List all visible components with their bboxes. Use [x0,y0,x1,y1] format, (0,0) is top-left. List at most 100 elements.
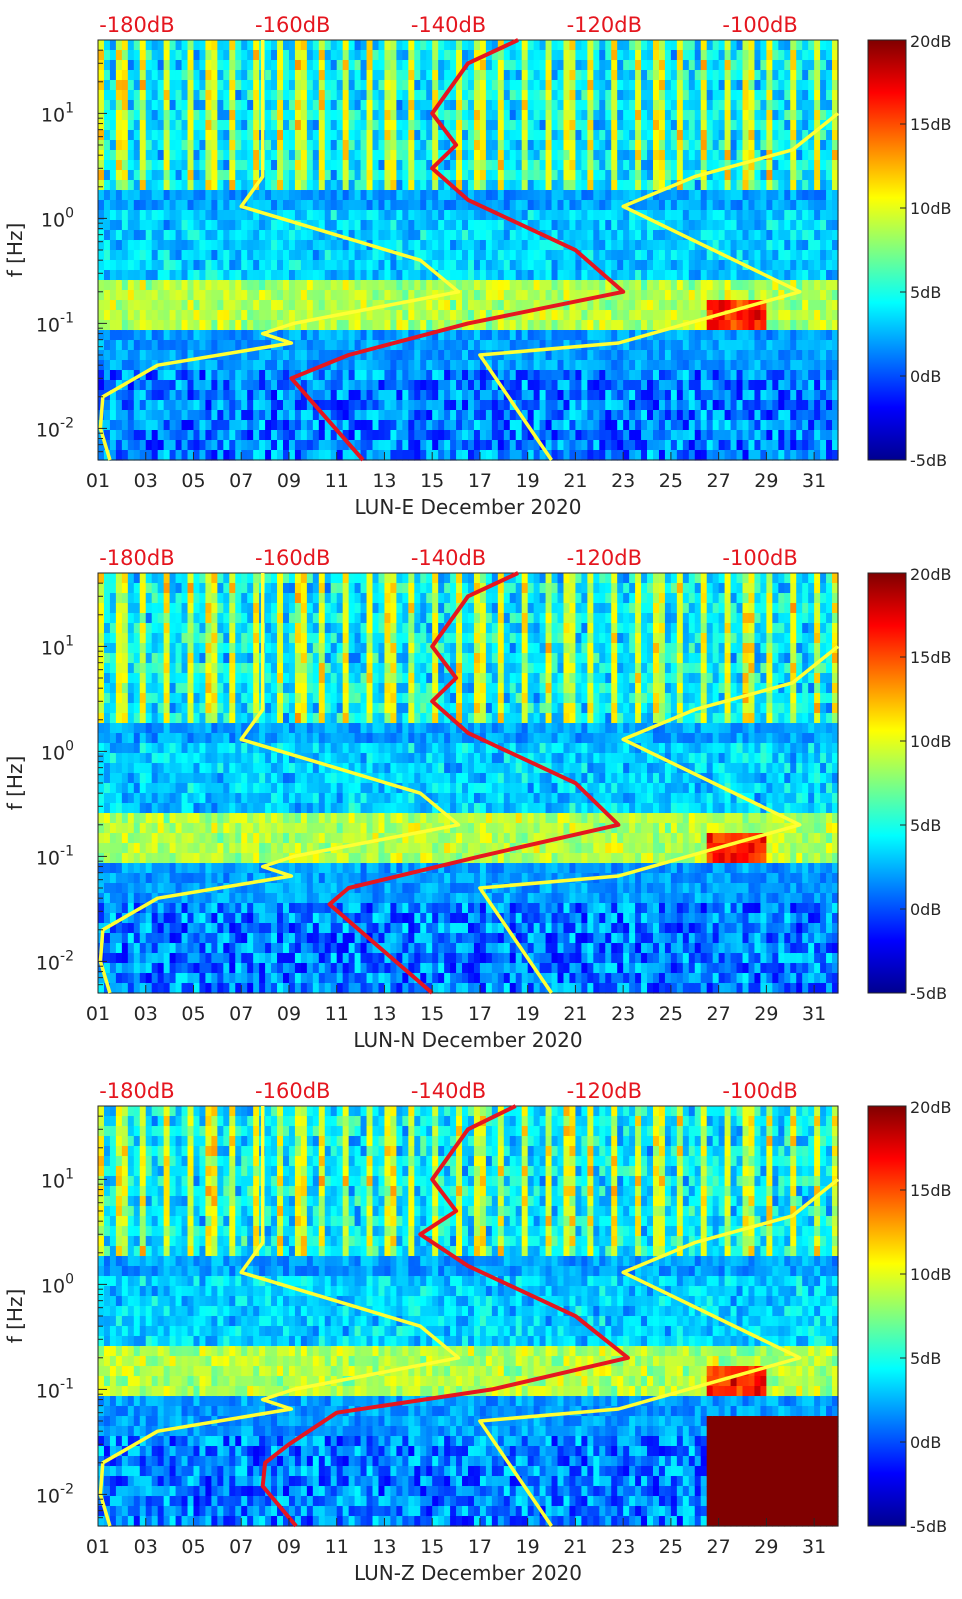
y-axis-label: f [Hz] [3,1289,27,1344]
y-tick-label: 100 [41,1271,74,1297]
x-tick-label: 29 [754,1003,778,1025]
y-tick-label: 10-1 [36,310,74,336]
x-tick-label: 25 [659,1536,683,1558]
x-tick-label: 23 [611,1536,635,1558]
x-tick-label: 13 [372,1003,396,1025]
top-db-label: -160dB [255,1079,330,1103]
x-tick-label: 05 [181,1003,205,1025]
colorbar-label: 0dB [910,1433,941,1452]
heatmap-cells [98,40,839,461]
x-tick-label: 09 [277,1003,301,1025]
top-db-label: -180dB [99,1079,174,1103]
x-tick-label: 19 [516,1003,540,1025]
x-axis-label: LUN-N December 2020 [353,1028,582,1052]
x-tick-label: 13 [372,1536,396,1558]
x-tick-label: 09 [277,470,301,492]
x-axis-label: LUN-Z December 2020 [354,1561,582,1585]
y-tick-label: 101 [41,633,74,659]
x-tick-label: 23 [611,470,635,492]
y-tick-label: 10-1 [36,843,74,869]
colorbar-label: 5dB [910,283,941,302]
colorbar-label: 10dB [910,732,952,751]
x-tick-label: 11 [325,470,349,492]
x-axis-label: LUN-E December 2020 [355,495,582,519]
x-tick-label: 01 [86,470,110,492]
colorbar-label: 20dB [910,565,952,584]
x-tick-label: 11 [325,1003,349,1025]
x-tick-label: 07 [229,1536,253,1558]
x-tick-label: 25 [659,1003,683,1025]
y-tick-label: 101 [41,1166,74,1192]
top-db-label: -160dB [255,546,330,570]
x-tick-label: 03 [134,1003,158,1025]
spectrogram-panel-2: 01 03 05 07 09 11 13 15 17 19 21 23 25 27 29 31 LUN-N De… [3,546,952,1052]
y-tick-label: 100 [41,738,74,764]
x-tick-label: 03 [134,470,158,492]
x-tick-label: 31 [802,1003,826,1025]
x-tick-label: 21 [563,470,587,492]
x-tick-label: 01 [86,1003,110,1025]
x-tick-label: 07 [229,1003,253,1025]
heatmap-cells [98,1106,839,1527]
x-tick-label: 03 [134,1536,158,1558]
x-tick-label: 31 [802,470,826,492]
colorbar-label: 5dB [910,816,941,835]
colorbar-label: 0dB [910,367,941,386]
x-tick-label: 29 [754,1536,778,1558]
top-db-label: -100dB [722,1079,797,1103]
x-tick-label: 31 [802,1536,826,1558]
x-tick-label: 11 [325,1536,349,1558]
top-db-label: -120dB [567,546,642,570]
top-db-label: -180dB [99,546,174,570]
y-tick-label: 10-2 [36,948,74,974]
x-tick-label: 07 [229,470,253,492]
x-tick-label: 19 [516,470,540,492]
x-tick-label: 17 [468,1003,492,1025]
top-db-label: -140dB [411,546,486,570]
x-tick-label: 23 [611,1003,635,1025]
x-tick-label: 21 [563,1536,587,1558]
top-db-label: -140dB [411,13,486,37]
x-tick-label: 13 [372,470,396,492]
colorbar-label: 10dB [910,199,952,218]
y-tick-label: 10-1 [36,1376,74,1402]
x-tick-label: 15 [420,1003,444,1025]
x-tick-label: 19 [516,1536,540,1558]
colorbar-label: 20dB [910,1098,952,1117]
x-tick-label: 25 [659,470,683,492]
x-tick-label: 17 [468,470,492,492]
y-tick-label: 10-2 [36,1481,74,1507]
y-axis-label: f [Hz] [3,756,27,811]
colorbar-label: 20dB [910,32,952,51]
y-tick-label: 10-2 [36,415,74,441]
y-tick-label: 100 [41,205,74,231]
colorbar-label: 15dB [910,115,952,134]
heatmap-cells [98,573,839,994]
x-tick-label: 05 [181,1536,205,1558]
top-db-label: -120dB [567,13,642,37]
colorbar-label: -5dB [910,1517,947,1536]
colorbar-label: -5dB [910,984,947,1003]
top-db-label: -100dB [722,546,797,570]
colorbar [868,40,906,460]
x-tick-label: 17 [468,1536,492,1558]
x-tick-label: 21 [563,1003,587,1025]
colorbar-label: 15dB [910,648,952,667]
colorbar-label: 10dB [910,1265,952,1284]
x-tick-label: 29 [754,470,778,492]
top-db-label: -100dB [722,13,797,37]
x-tick-label: 15 [420,1536,444,1558]
x-tick-label: 01 [86,1536,110,1558]
x-tick-label: 05 [181,470,205,492]
colorbar-label: 0dB [910,900,941,919]
colorbar-label: 15dB [910,1181,952,1200]
x-tick-label: 27 [707,1003,731,1025]
colorbar-label: -5dB [910,451,947,470]
y-tick-label: 101 [41,100,74,126]
x-tick-label: 27 [707,1536,731,1558]
colorbar [868,573,906,993]
x-tick-label: 15 [420,470,444,492]
